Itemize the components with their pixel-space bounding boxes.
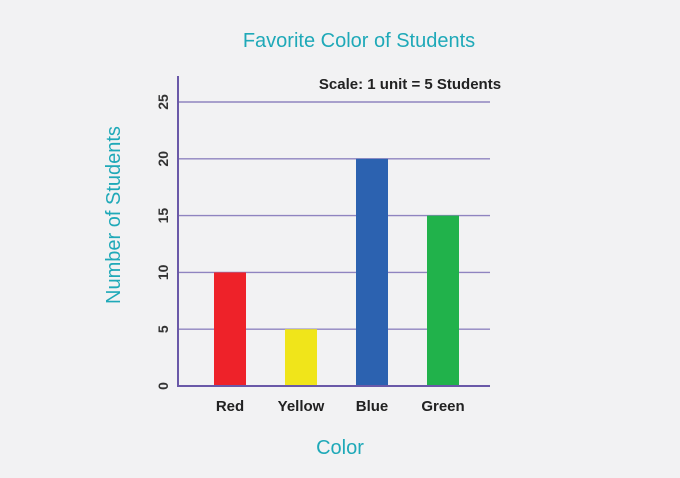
x-category-label: Green bbox=[421, 398, 464, 415]
axes bbox=[177, 76, 490, 387]
scale-note: Scale: 1 unit = 5 Students bbox=[319, 76, 501, 93]
y-tick-label: 15 bbox=[155, 208, 171, 224]
x-category-label: Yellow bbox=[278, 398, 325, 415]
y-axis-title: Number of Students bbox=[103, 126, 125, 304]
y-tick-labels: 0 5 10 15 20 25 bbox=[155, 94, 171, 390]
y-tick-label: 10 bbox=[155, 264, 171, 280]
x-category-label: Red bbox=[216, 398, 244, 415]
bar-blue bbox=[356, 158, 388, 386]
bar-yellow bbox=[285, 329, 317, 386]
y-tick-label: 25 bbox=[155, 94, 171, 110]
bar-green bbox=[427, 215, 459, 386]
x-category-labels: Red Yellow Blue Green bbox=[216, 398, 465, 415]
y-tick-label: 0 bbox=[155, 382, 171, 390]
x-axis-title: Color bbox=[316, 437, 364, 459]
chart-title: Favorite Color of Students bbox=[243, 30, 475, 52]
x-category-label: Blue bbox=[356, 398, 389, 415]
bars bbox=[214, 158, 459, 386]
y-tick-label: 20 bbox=[155, 151, 171, 167]
bar-red bbox=[214, 272, 246, 386]
y-tick-label: 5 bbox=[155, 325, 171, 333]
